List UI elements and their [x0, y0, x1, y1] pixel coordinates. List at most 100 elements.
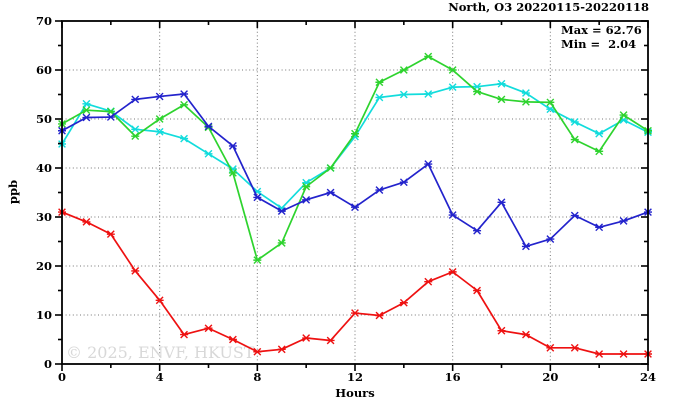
y-axis-label: ppb [6, 180, 20, 204]
data-point-marker-blue [570, 211, 579, 220]
data-point-marker-green [375, 78, 384, 87]
data-point-marker-blue [473, 226, 482, 235]
data-point-marker-red [326, 336, 335, 345]
y-tick-label: 50 [36, 112, 52, 126]
tick-label-layer: 0 4 8 12 16 20 24 0 10 20 30 40 50 60 70 [36, 14, 656, 384]
y-tick-label: 0 [44, 357, 52, 371]
axes-frame-layer [55, 20, 649, 371]
data-point-marker-cyan [497, 79, 506, 88]
data-point-marker-blue [204, 122, 213, 131]
series-layer [58, 52, 652, 358]
data-point-marker-green [180, 100, 189, 109]
chart-title: North, O3 20220115-20220118 [448, 0, 649, 14]
x-tick-label: 12 [347, 370, 363, 384]
data-point-marker-blue [228, 142, 237, 150]
data-point-marker-red [424, 277, 433, 286]
data-point-marker-green [131, 132, 140, 141]
data-point-marker-red [228, 335, 237, 344]
data-point-marker-red [82, 218, 91, 226]
data-point-marker-cyan [155, 127, 164, 136]
data-point-marker-red [473, 286, 482, 295]
data-point-marker-blue [253, 193, 262, 202]
data-point-marker-red [277, 345, 286, 354]
data-point-marker-red [619, 350, 628, 358]
data-point-marker-cyan [521, 89, 530, 97]
data-point-marker-red [399, 298, 408, 307]
data-point-marker-cyan [424, 90, 433, 98]
data-point-marker-green [253, 256, 262, 265]
data-point-marker-cyan [131, 125, 140, 134]
legend-min-value: Min = 2.04 [561, 37, 636, 51]
data-point-marker-blue [106, 113, 115, 121]
data-point-marker-green [521, 97, 530, 106]
x-tick-label: 24 [640, 370, 656, 384]
data-point-marker-blue [619, 217, 628, 225]
data-point-marker-red [497, 326, 506, 335]
data-point-marker-blue [131, 95, 140, 104]
x-tick-label: 20 [542, 370, 558, 384]
data-point-marker-blue [277, 207, 286, 216]
data-point-marker-cyan [204, 149, 213, 158]
series-line-red [61, 211, 648, 355]
x-tick-label: 0 [58, 370, 66, 384]
data-point-marker-green [155, 115, 164, 123]
y-tick-label: 60 [36, 63, 52, 77]
watermark: © 2025, ENVF, HKUST [66, 343, 255, 362]
data-point-marker-blue [595, 223, 604, 232]
data-point-marker-green [228, 169, 237, 177]
data-point-marker-red [521, 330, 530, 339]
data-point-marker-green [497, 95, 506, 104]
data-point-marker-green [302, 182, 311, 191]
data-point-marker-red [131, 267, 140, 275]
data-point-marker-cyan [399, 90, 408, 99]
series-line-cyan [61, 82, 649, 210]
data-point-marker-green [277, 239, 286, 247]
data-point-marker-blue [546, 235, 555, 243]
data-point-marker-cyan [448, 83, 457, 92]
x-tick-label: 4 [156, 370, 164, 384]
data-point-marker-blue [82, 113, 91, 122]
data-point-marker-blue [302, 195, 311, 204]
data-point-marker-blue [399, 178, 408, 187]
data-point-marker-cyan [82, 99, 91, 108]
data-point-marker-red [302, 334, 311, 342]
data-point-marker-red [375, 311, 384, 320]
data-point-marker-cyan [570, 118, 579, 126]
x-axis-label: Hours [335, 386, 374, 400]
data-point-marker-red [546, 343, 555, 352]
y-tick-label: 70 [36, 14, 52, 28]
data-point-marker-red [106, 230, 115, 239]
data-point-marker-blue [448, 211, 457, 219]
data-point-marker-green [424, 52, 433, 61]
y-tick-label: 40 [36, 161, 52, 175]
data-point-marker-green [546, 98, 555, 107]
data-point-marker-cyan [375, 93, 384, 102]
data-point-marker-green [595, 147, 604, 156]
data-point-marker-red [180, 330, 189, 339]
data-point-marker-green [570, 135, 579, 144]
x-tick-label: 16 [445, 370, 461, 384]
data-point-marker-green [448, 66, 457, 74]
y-tick-label: 30 [36, 210, 52, 224]
data-point-marker-blue [497, 198, 506, 207]
data-point-marker-red [253, 347, 262, 356]
data-point-marker-blue [326, 188, 335, 197]
data-point-marker-green [473, 87, 482, 96]
data-point-marker-blue [351, 203, 359, 212]
data-point-marker-red [204, 324, 213, 333]
data-point-marker-blue [155, 92, 164, 101]
data-point-marker-red [155, 296, 164, 305]
data-point-marker-cyan [595, 129, 604, 138]
data-point-marker-blue [180, 90, 189, 98]
y-tick-label: 10 [36, 308, 52, 322]
data-point-marker-red [351, 309, 359, 317]
data-point-marker-blue [424, 160, 433, 168]
data-point-marker-green [326, 164, 335, 172]
data-point-marker-green [351, 129, 359, 138]
legend-max-value: Max = 62.76 [561, 23, 642, 37]
data-point-marker-red [570, 343, 579, 352]
data-point-marker-red [595, 350, 604, 358]
data-point-marker-green [82, 106, 91, 115]
